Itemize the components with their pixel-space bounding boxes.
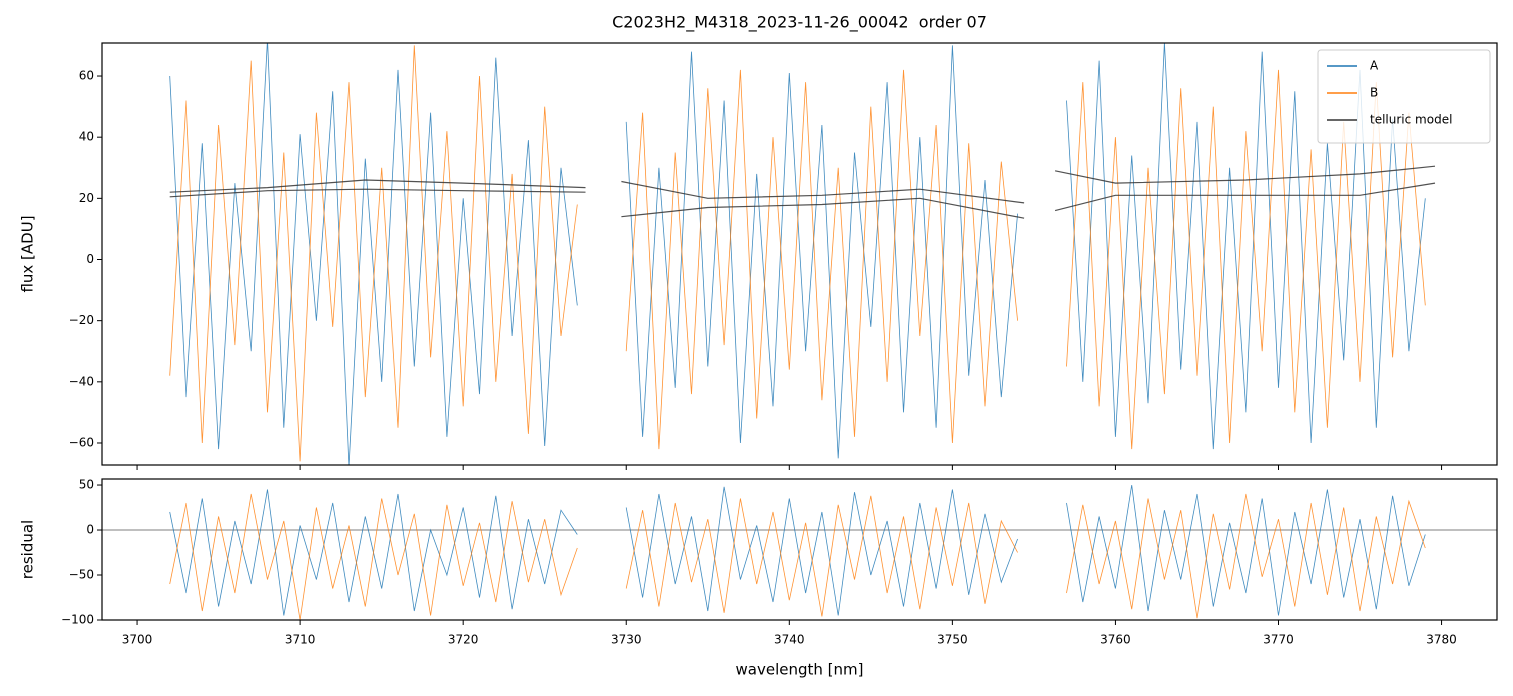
axes-frame <box>101 478 1498 621</box>
x-tick-label: 3740 <box>774 633 805 647</box>
spectrum-line <box>169 43 1426 465</box>
spectrum-line <box>169 45 1426 462</box>
y-axis-label: flux [ADU] <box>19 215 37 292</box>
model-line <box>169 165 1436 204</box>
y-tick-label: 0 <box>86 523 94 537</box>
plot-area <box>102 484 1497 620</box>
spectrum-line <box>169 493 1426 620</box>
x-tick-label: 3770 <box>1263 633 1294 647</box>
legend-label: A <box>1370 59 1379 73</box>
y-tick-label: 20 <box>79 191 94 205</box>
x-tick-label: 3700 <box>122 633 153 647</box>
y-tick-label: −100 <box>61 613 94 627</box>
y-tick-label: −40 <box>69 374 94 388</box>
x-tick-label: 3710 <box>285 633 316 647</box>
x-tick-label: 3780 <box>1426 633 1457 647</box>
y-tick-label: 40 <box>79 130 94 144</box>
y-tick-label: 50 <box>79 478 94 492</box>
y-tick-label: −60 <box>69 435 94 449</box>
model-line <box>169 182 1436 219</box>
legend-label: B <box>1370 86 1378 100</box>
chart-title: C2023H2_M4318_2023-11-26_00042 order 07 <box>612 13 987 33</box>
x-tick-label: 3750 <box>937 633 968 647</box>
legend-box <box>1317 49 1491 144</box>
x-tick-label: 3720 <box>448 633 479 647</box>
y-tick-label: 0 <box>86 252 94 266</box>
x-tick-label: 3730 <box>611 633 642 647</box>
y-tick-label: −20 <box>69 313 94 327</box>
y-axis-label: residual <box>19 520 37 579</box>
x-tick-label: 3760 <box>1100 633 1131 647</box>
y-tick-label: −50 <box>69 568 94 582</box>
axes-frame <box>101 42 1498 466</box>
y-tick-label: 60 <box>79 69 94 83</box>
plot-area <box>169 43 1436 465</box>
legend-label: telluric model <box>1370 113 1452 127</box>
x-axis-label: wavelength [nm] <box>736 661 864 679</box>
